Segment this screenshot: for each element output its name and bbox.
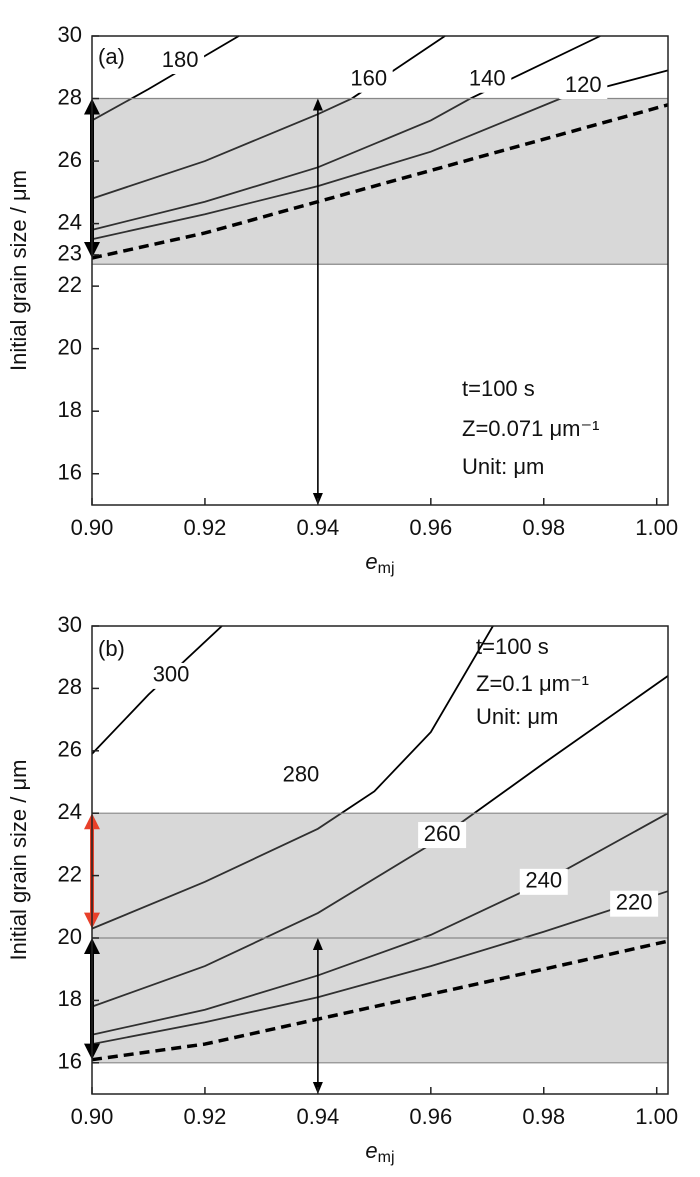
y-tick-label: 26 [58,737,82,762]
panel: 300 280 260 240 220 16 18 20 22 24 26 28 30 0.90 0.92 0… [6,612,678,1166]
label-background [463,66,512,93]
plot-background [92,626,668,1094]
y-tick-label: 26 [58,147,82,172]
annotation: Unit: μm [476,704,558,729]
x-axis-label: emj [365,1138,394,1166]
y-tick-label: 28 [58,674,82,699]
y-tick-label: 30 [58,612,82,637]
y-tick-label: 20 [58,924,82,949]
label-background [610,890,659,917]
panel-label: (b) [98,636,125,661]
contour-label: 240 [525,868,562,893]
annotation: Z=0.071 μm⁻¹ [462,416,599,441]
x-label-base: e [365,1138,377,1163]
x-tick-label: 0.94 [296,1104,339,1129]
label-background [418,822,467,849]
contour-line [91,890,669,1045]
annotation: Unit: μm [462,454,544,479]
contour-line [91,35,240,122]
y-tick-label: 23 [58,241,82,266]
y-tick-label: 24 [58,799,82,824]
contour-label: 120 [565,72,602,97]
y-axis-label: Initial grain size / μm [6,170,31,371]
x-tick-label: 0.98 [522,1104,565,1129]
x-tick-label: 1.00 [635,1104,678,1129]
label-background [344,66,393,93]
y-tick-label: 22 [58,272,82,297]
arrow-head [312,98,323,111]
annotation: t=100 s [462,376,535,401]
x-tick-label: 0.92 [184,1104,227,1129]
x-tick-label: 0.90 [71,515,114,540]
x-tick-label: 0.92 [184,515,227,540]
x-tick-label: 0.94 [296,515,339,540]
label-background [147,662,196,689]
plot-frame [91,625,669,1095]
y-axis-label: Initial grain size / μm [6,760,31,961]
y-tick-label: 20 [58,334,82,359]
contour-label: 160 [350,66,387,91]
y-tick-label: 22 [58,861,82,886]
x-tick-label: 0.96 [409,515,452,540]
y-tick-label: 16 [58,460,82,485]
label-background [156,48,205,75]
plot-background [92,36,668,505]
arrow-head [312,938,323,950]
plot-frame [91,35,669,506]
label-background [276,762,325,789]
boundary-line [91,939,669,1062]
annotation: Z=0.1 μm⁻¹ [476,671,589,696]
y-tick-label: 28 [58,84,82,109]
annotation: t=100 s [476,634,549,659]
contour-label: 220 [616,889,653,914]
contour-line [91,625,494,930]
contour-label: 180 [162,47,199,72]
y-tick-label: 16 [58,1049,82,1074]
label-background [519,868,568,895]
label-background [559,73,608,100]
x-tick-label: 0.90 [71,1104,114,1129]
x-label-sub: mj [378,1149,395,1166]
y-tick-label: 18 [58,986,82,1011]
y-tick-label: 18 [58,397,82,422]
boundary-line [91,103,669,260]
x-axis-label: emj [365,549,394,577]
panel-label: (a) [98,44,125,69]
x-tick-label: 0.98 [522,515,565,540]
x-tick-label: 0.96 [409,1104,452,1129]
contour-label: 280 [283,762,320,787]
contour-line [91,625,223,755]
contour-line [91,675,669,1008]
panel: 180 160 140 120 16 18 20 22 23 24 26 28 30 0.90 0.92 0.… [6,22,678,577]
contour-label: 300 [153,662,190,687]
y-tick-label: 30 [58,22,82,47]
x-label-sub: mj [378,560,395,577]
x-tick-label: 1.00 [635,515,678,540]
contour-label: 260 [424,821,461,846]
contour-label: 140 [469,66,506,91]
y-tick-label: 24 [58,209,82,234]
x-label-base: e [365,549,377,574]
